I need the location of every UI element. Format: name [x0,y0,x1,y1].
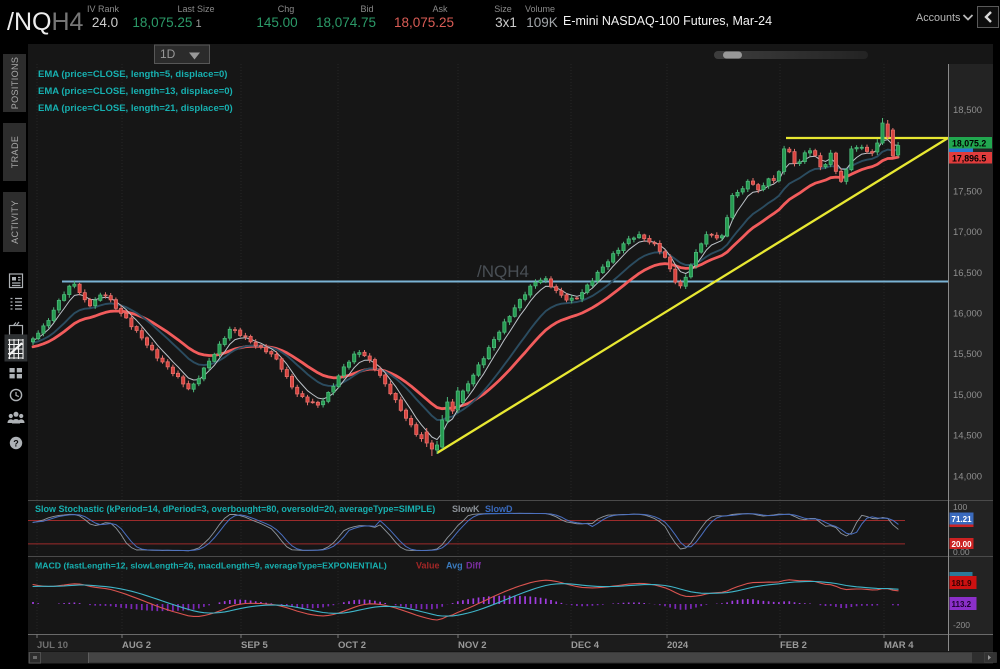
svg-text:NOV 2: NOV 2 [458,640,487,651]
svg-text:EMA (price=CLOSE, length=5, di: EMA (price=CLOSE, length=5, displace=0) [38,69,227,80]
svg-text:Ask: Ask [432,4,448,14]
svg-text:2024: 2024 [667,640,689,651]
svg-text:-200: -200 [953,620,970,630]
svg-text:JUL 10: JUL 10 [37,640,68,651]
svg-text:MACD (fastLength=12, slowLengt: MACD (fastLength=12, slowLength=26, macd… [35,561,387,571]
svg-text:16,000: 16,000 [953,309,982,320]
svg-text:Slow Stochastic (kPeriod=14, d: Slow Stochastic (kPeriod=14, dPeriod=3, … [35,504,435,514]
svg-text:17,000: 17,000 [953,227,982,238]
svg-text:18,074.75: 18,074.75 [316,15,376,30]
svg-text:IV Rank: IV Rank [87,4,120,14]
svg-text:109K: 109K [526,15,558,30]
svg-text:Diff: Diff [466,561,482,571]
svg-text:Accounts: Accounts [916,12,961,24]
svg-text:?: ? [13,438,19,448]
svg-text:1D: 1D [160,47,176,61]
svg-text:15,500: 15,500 [953,349,982,360]
svg-text:18,075.25: 18,075.25 [394,15,454,30]
svg-text:Bid: Bid [360,4,373,14]
svg-text:14,500: 14,500 [953,431,982,442]
svg-text:14,000: 14,000 [953,471,982,482]
svg-text:Last Size: Last Size [177,4,214,14]
svg-text:TRADE: TRADE [10,136,20,169]
svg-text:FEB 2: FEB 2 [780,640,807,651]
svg-text:Size: Size [494,4,512,14]
svg-text:71.21: 71.21 [952,515,973,524]
svg-text:24.0: 24.0 [92,15,118,30]
svg-text:18,500: 18,500 [953,105,982,116]
svg-text:15,000: 15,000 [953,390,982,401]
svg-text:DEC 4: DEC 4 [571,640,600,651]
svg-text:/NQH4: /NQH4 [7,8,84,36]
svg-text:AUG 2: AUG 2 [122,640,151,651]
svg-text:113.2: 113.2 [952,600,972,609]
svg-text:0.00: 0.00 [953,547,970,557]
svg-text:/NQH4: /NQH4 [477,262,529,281]
svg-text:3x1: 3x1 [495,15,517,30]
svg-text:EMA (price=CLOSE, length=13, d: EMA (price=CLOSE, length=13, displace=0) [38,86,233,97]
svg-text:17,500: 17,500 [953,186,982,197]
svg-text:145.00: 145.00 [256,15,297,30]
svg-text:OCT 2: OCT 2 [338,640,366,651]
svg-text:MAR 4: MAR 4 [884,640,914,651]
svg-text:17,896.5: 17,896.5 [952,154,986,164]
svg-text:181.9: 181.9 [952,579,973,588]
svg-text:20.00: 20.00 [952,540,973,549]
svg-text:SlowD: SlowD [485,504,513,514]
svg-text:E-mini NASDAQ-100 Futures, Mar: E-mini NASDAQ-100 Futures, Mar-24 [563,14,772,28]
svg-text:Value: Value [416,561,440,571]
svg-text:EMA (price=CLOSE, length=21, d: EMA (price=CLOSE, length=21, displace=0) [38,103,233,114]
svg-text:Chg: Chg [278,4,295,14]
svg-text:ACTIVITY: ACTIVITY [10,200,20,244]
svg-text:18,075.2: 18,075.2 [952,139,986,149]
svg-text:18,075.25 1: 18,075.25 1 [132,15,201,30]
svg-text:100: 100 [953,502,967,512]
svg-text:SEP 5: SEP 5 [241,640,268,651]
svg-text:POSITIONS: POSITIONS [10,57,20,110]
svg-text:SlowK: SlowK [452,504,480,514]
svg-text:16,500: 16,500 [953,268,982,279]
svg-text:Avg: Avg [446,561,463,571]
svg-text:Volume: Volume [525,4,555,14]
